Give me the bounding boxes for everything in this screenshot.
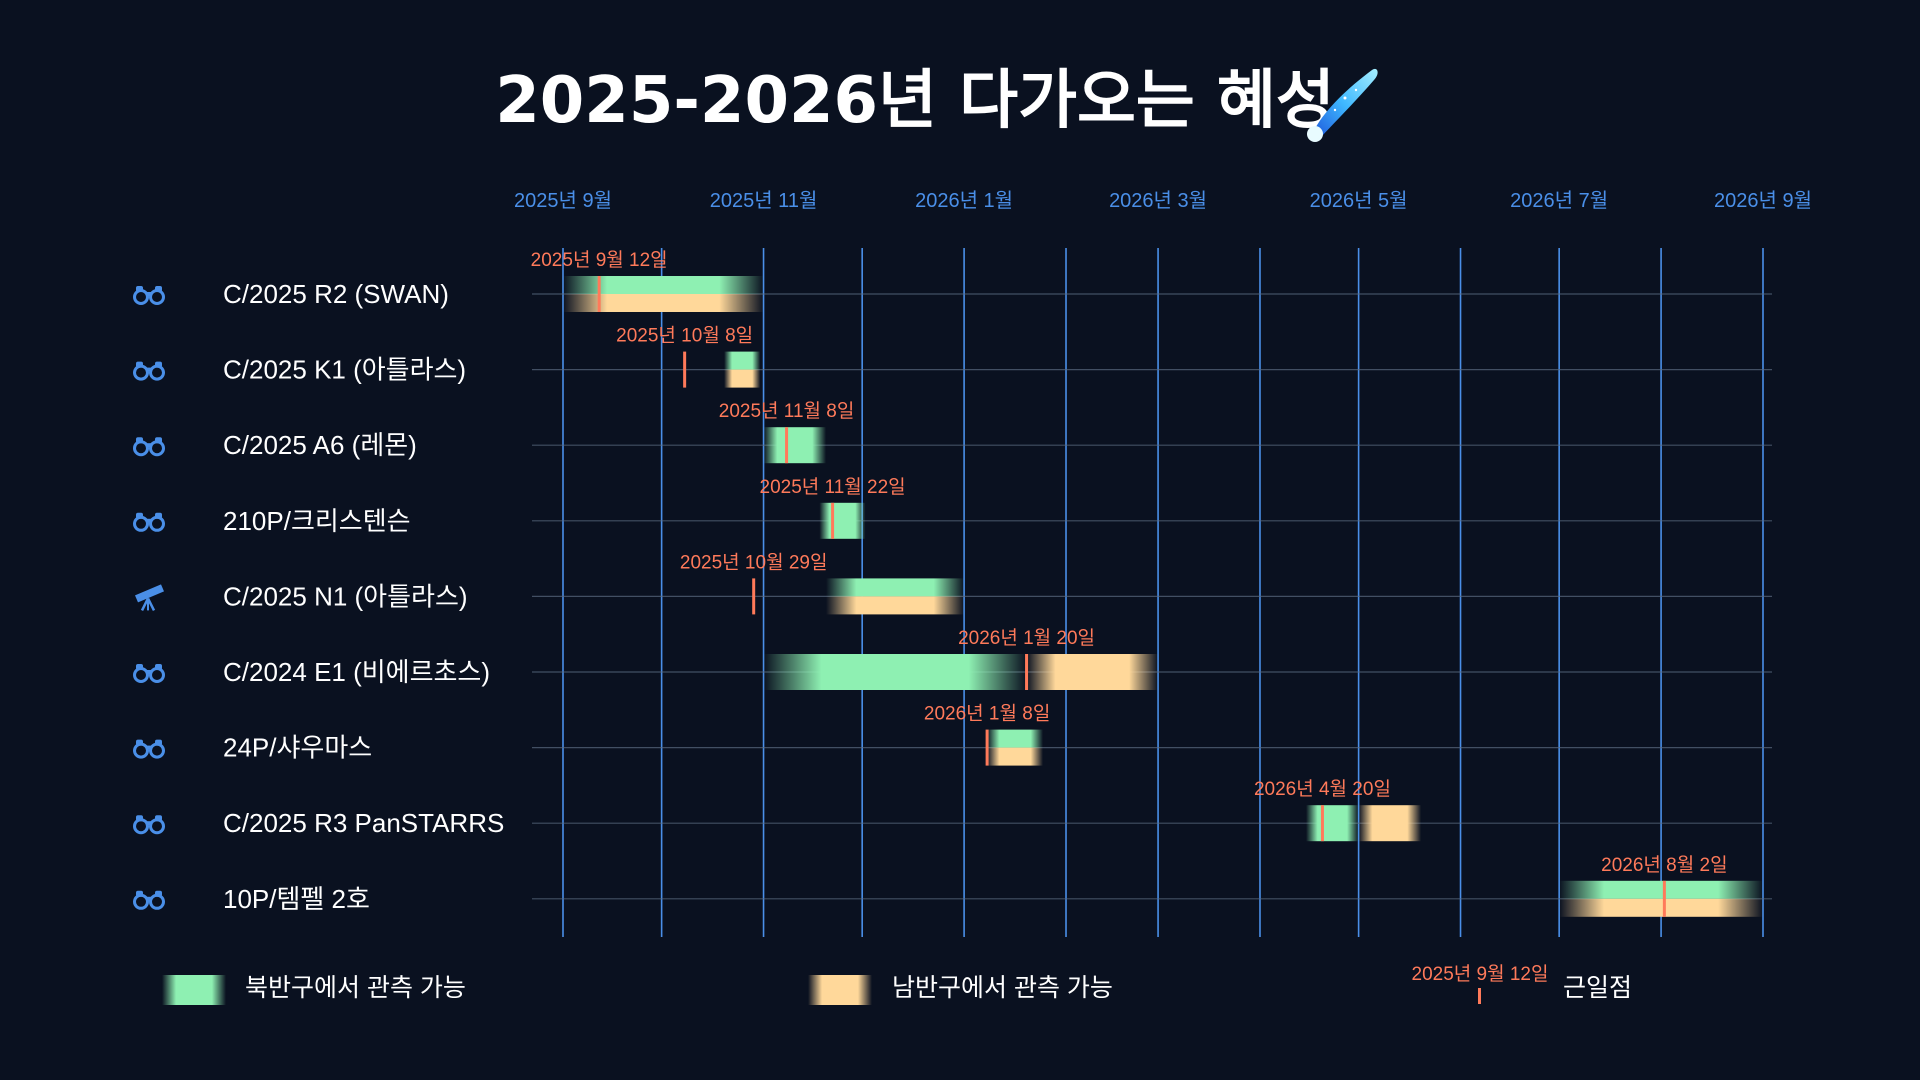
north-visibility-bar — [724, 351, 761, 370]
comet-name: C/2025 K1 (아틀라스) — [223, 355, 466, 385]
binoculars-icon — [133, 739, 165, 759]
perihelion-label: 2025년 11월 8일 — [719, 400, 855, 422]
north-visibility-bar — [819, 502, 866, 539]
legend-north-swatch — [162, 975, 226, 1005]
legend: 북반구에서 관측 가능 남반구에서 관측 가능 2025년 9월 12일 근일점 — [162, 963, 1632, 1005]
perihelion-marker — [1662, 880, 1666, 917]
comet-name: 210P/크리스텐슨 — [223, 506, 411, 536]
perihelion-label: 2025년 10월 29일 — [680, 551, 828, 573]
perihelion-marker — [1025, 654, 1029, 690]
perihelion-marker — [752, 578, 756, 615]
comet-row: C/2025 R2 (SWAN) 2025년 9월 12일 — [133, 249, 1772, 312]
x-tick-label: 2026년 5월 — [1310, 189, 1408, 212]
comet-row: C/2025 N1 (아틀라스) 2025년 10월 29일 — [135, 551, 1772, 615]
x-tick-label: 2026년 3월 — [1109, 189, 1207, 212]
south-visibility-bar — [724, 369, 761, 388]
north-visibility-bar — [987, 729, 1043, 748]
comet-row: 210P/크리스텐슨 2025년 11월 22일 — [133, 476, 1772, 539]
x-tick-label: 2025년 9월 — [514, 189, 612, 212]
binoculars-icon — [133, 437, 165, 457]
perihelion-label: 2025년 10월 8일 — [616, 325, 753, 347]
south-visibility-bar — [1026, 654, 1159, 690]
north-visibility-bar — [826, 578, 965, 597]
south-visibility-bar — [563, 294, 764, 312]
x-tick-label: 2026년 7월 — [1510, 189, 1608, 212]
north-visibility-bar — [1559, 880, 1763, 899]
x-tick-label: 2025년 11월 — [710, 189, 818, 212]
legend-perihelion-label: 근일점 — [1563, 974, 1632, 1002]
x-axis-ticks: 2025년 9월 2025년 11월 2026년 1월 2026년 3월 2026년 5… — [514, 189, 1812, 212]
perihelion-marker — [683, 351, 687, 388]
north-visibility-bar — [763, 427, 827, 464]
perihelion-label: 2025년 11월 22일 — [760, 476, 906, 498]
comet-row: 10P/템펠 2호 2026년 8월 2일 — [133, 854, 1772, 917]
binoculars-icon — [133, 664, 165, 683]
south-visibility-bar — [987, 747, 1043, 766]
comet-row: 24P/샤우마스 2026년 1월 8일 — [133, 703, 1772, 766]
chart-title: 2025-2026년 다가오는 혜성 — [495, 64, 1335, 138]
comet-name: C/2025 R2 (SWAN) — [223, 279, 449, 309]
comet-rows: C/2025 R2 (SWAN) 2025년 9월 12일 C/2025 K1 (아… — [133, 249, 1772, 917]
binoculars-icon — [133, 512, 165, 532]
legend-perihelion-date: 2025년 9월 12일 — [1412, 963, 1549, 985]
comet-name: 24P/샤우마스 — [223, 733, 372, 763]
grid-lines — [562, 248, 1764, 937]
legend-perihelion-marker — [1478, 988, 1481, 1004]
x-tick-label: 2026년 9월 — [1714, 189, 1812, 212]
legend-north-label: 북반구에서 관측 가능 — [245, 974, 466, 1002]
perihelion-label: 2026년 8월 2일 — [1601, 854, 1727, 876]
perihelion-marker — [831, 502, 835, 539]
perihelion-label: 2026년 4월 20일 — [1254, 778, 1391, 800]
south-visibility-bar — [1358, 805, 1422, 842]
perihelion-label: 2025년 9월 12일 — [531, 249, 668, 271]
perihelion-marker — [985, 729, 989, 766]
legend-south-swatch — [808, 975, 872, 1005]
comet-name: C/2024 E1 (비에르초스) — [223, 657, 490, 687]
north-visibility-bar — [763, 654, 1027, 690]
comet-row: C/2024 E1 (비에르초스) 2026년 1월 20일 — [133, 627, 1772, 690]
comet-row: C/2025 A6 (레몬) 2025년 11월 8일 — [133, 400, 1772, 464]
perihelion-label: 2026년 1월 20일 — [958, 627, 1095, 649]
comet-name: C/2025 N1 (아틀라스) — [223, 581, 468, 611]
comet-row: C/2025 R3 PanSTARRS 2026년 4월 20일 — [133, 778, 1772, 842]
perihelion-marker — [1320, 805, 1324, 842]
x-tick-label: 2026년 1월 — [915, 189, 1013, 212]
north-visibility-bar — [1306, 805, 1359, 842]
comet-name: 10P/템펠 2호 — [223, 884, 370, 914]
title-group: 2025-2026년 다가오는 혜성 — [495, 64, 1378, 142]
comet-name: C/2025 R3 PanSTARRS — [223, 808, 504, 838]
comet-row: C/2025 K1 (아틀라스) 2025년 10월 8일 — [133, 325, 1772, 388]
perihelion-label: 2026년 1월 8일 — [924, 703, 1050, 725]
legend-south-label: 남반구에서 관측 가능 — [892, 974, 1113, 1002]
south-visibility-bar — [1559, 898, 1763, 917]
binoculars-icon — [133, 815, 165, 835]
binoculars-icon — [133, 286, 165, 305]
binoculars-icon — [133, 890, 165, 910]
telescope-icon — [135, 584, 164, 611]
perihelion-marker — [597, 276, 601, 312]
comet-emoji-icon — [1307, 68, 1378, 142]
perihelion-marker — [785, 427, 789, 464]
comet-name: C/2025 A6 (레몬) — [223, 430, 417, 460]
binoculars-icon — [133, 361, 165, 381]
north-visibility-bar — [563, 276, 764, 294]
south-visibility-bar — [826, 596, 965, 615]
